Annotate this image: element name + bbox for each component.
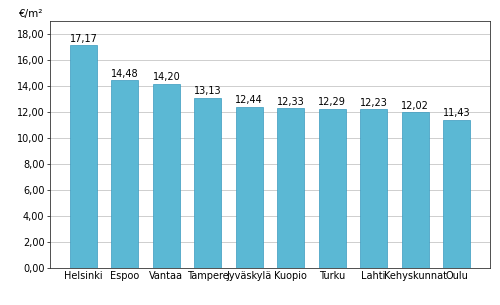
Text: 12,29: 12,29: [318, 97, 346, 107]
Bar: [70, 45, 97, 268]
Text: 12,44: 12,44: [236, 95, 263, 105]
Text: 11,43: 11,43: [442, 108, 470, 118]
Bar: [443, 120, 470, 268]
Bar: [278, 108, 304, 268]
Bar: [318, 109, 345, 268]
Text: 14,48: 14,48: [111, 69, 138, 79]
Bar: [236, 107, 262, 268]
Text: 12,33: 12,33: [277, 96, 304, 106]
Bar: [402, 112, 428, 268]
Text: €/m²: €/m²: [19, 9, 44, 19]
Text: 14,20: 14,20: [152, 72, 180, 82]
Bar: [153, 84, 180, 268]
Bar: [360, 109, 387, 268]
Text: 13,13: 13,13: [194, 86, 222, 96]
Bar: [194, 98, 222, 268]
Text: 17,17: 17,17: [70, 34, 98, 44]
Text: 12,23: 12,23: [360, 98, 388, 108]
Text: 12,02: 12,02: [401, 101, 429, 110]
Bar: [112, 80, 138, 268]
